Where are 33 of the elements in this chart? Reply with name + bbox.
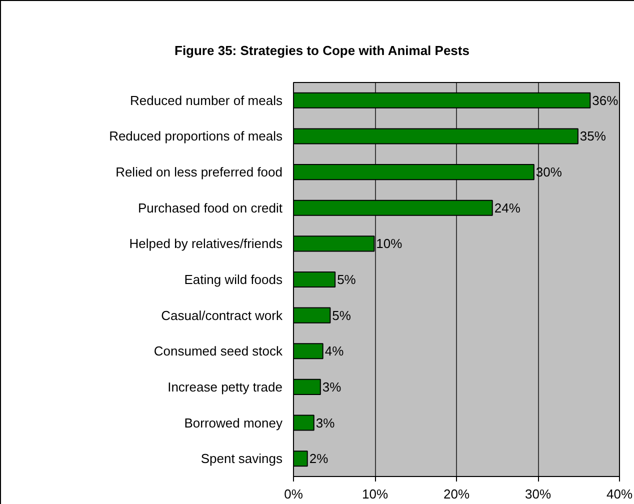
bar bbox=[294, 343, 324, 360]
data-label: 4% bbox=[324, 344, 344, 359]
y-tick-label: Purchased food on credit bbox=[138, 200, 283, 216]
data-label: 2% bbox=[309, 451, 329, 466]
bar bbox=[294, 450, 308, 467]
bar bbox=[294, 414, 314, 431]
data-label: 10% bbox=[376, 236, 403, 252]
bar bbox=[294, 271, 336, 288]
y-tick-label: Spent savings bbox=[200, 451, 283, 466]
data-label: 24% bbox=[494, 200, 521, 216]
y-tick-label: Reduced proportions of meals bbox=[109, 128, 283, 144]
y-tick-label: Helped by relatives/friends bbox=[129, 236, 283, 252]
y-tick-label: Casual/contract work bbox=[161, 308, 283, 323]
y-tick-label: Relied on less preferred food bbox=[116, 164, 283, 180]
x-tick-label: 20% bbox=[443, 486, 470, 502]
x-tick-label: 10% bbox=[362, 486, 388, 502]
data-label: 5% bbox=[337, 272, 356, 287]
y-tick-label: Consumed seed stock bbox=[154, 344, 283, 359]
data-label: 3% bbox=[322, 379, 342, 394]
y-tick-label: Eating wild foods bbox=[184, 272, 283, 287]
data-label: 35% bbox=[580, 128, 606, 144]
x-tick-label: 30% bbox=[524, 486, 552, 502]
bar bbox=[294, 378, 321, 395]
chart-title: Figure 35: Strategies to Cope with Animal Pests bbox=[174, 42, 470, 60]
x-tick-label: 40% bbox=[606, 486, 633, 502]
bar bbox=[294, 307, 331, 324]
x-tick-label: 0% bbox=[284, 486, 304, 502]
data-label: 3% bbox=[316, 415, 336, 430]
y-tick-label: Increase petty trade bbox=[168, 379, 283, 394]
y-tick-label: Borrowed money bbox=[184, 415, 283, 430]
data-label: 5% bbox=[332, 308, 352, 323]
data-label: 36% bbox=[592, 92, 619, 108]
y-tick-label: Reduced number of meals bbox=[130, 92, 283, 108]
